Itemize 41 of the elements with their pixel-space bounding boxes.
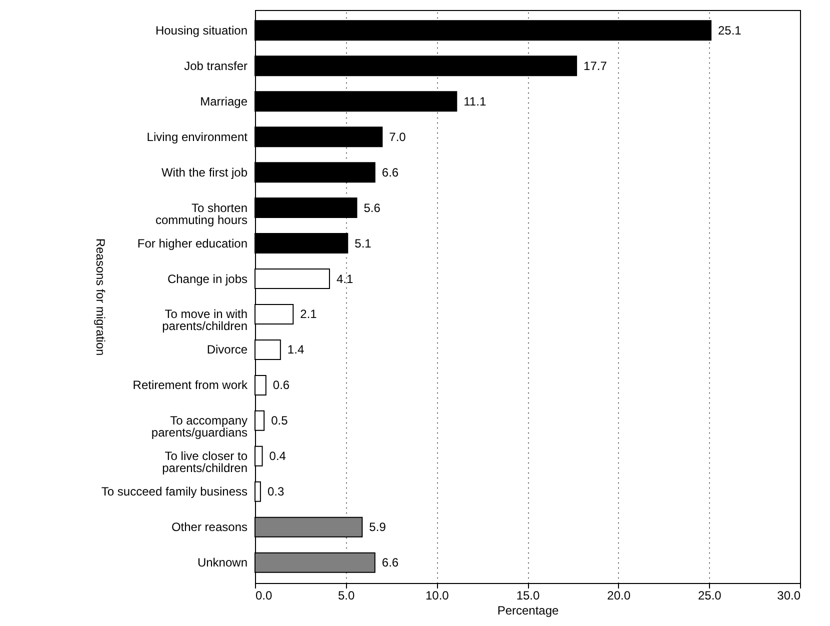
- y-tick-label: Job transfer: [184, 58, 248, 73]
- y-tick-label: To live closer to parents/children: [162, 449, 248, 476]
- data-label: 6.6: [382, 556, 399, 570]
- y-tick-label: Retirement from work: [132, 378, 248, 392]
- data-label: 25.1: [718, 23, 742, 38]
- y-tick-label: Unknown: [197, 556, 248, 570]
- data-label: 0.5: [271, 414, 288, 428]
- y-axis-title: Reasons for migration: [93, 238, 108, 356]
- y-tick-label: Divorce: [206, 342, 248, 357]
- data-label: 0.3: [267, 484, 284, 499]
- x-tick-label: 15.0: [516, 588, 540, 602]
- x-axis-title: Percentage: [497, 604, 560, 618]
- data-label: 4.1: [336, 272, 354, 286]
- data-label: 11.1: [464, 94, 486, 108]
- data-label: 5.1: [354, 236, 372, 250]
- y-tick-label: Change in jobs: [167, 272, 248, 286]
- data-label: 5.9: [369, 520, 386, 534]
- x-tick-label: 25.0: [698, 588, 722, 602]
- x-tick-label: 0.0: [256, 588, 273, 602]
- x-tick-label: 30.0: [777, 588, 801, 602]
- data-label: 6.6: [382, 165, 399, 180]
- x-tick-label: 20.0: [607, 588, 631, 602]
- y-tick-label: To accompany parents/guardians: [151, 414, 248, 440]
- y-tick-label: To move in with parents/children: [162, 307, 248, 334]
- y-tick-label: Marriage: [200, 94, 248, 108]
- data-label: 0.4: [269, 449, 286, 464]
- y-tick-label: Other reasons: [171, 520, 248, 534]
- y-tick-label: With the first job: [161, 165, 248, 180]
- x-tick-label: 5.0: [338, 588, 355, 602]
- data-label: 1.4: [287, 342, 304, 357]
- y-tick-label: For higher education: [137, 236, 248, 250]
- data-label: 0.6: [272, 378, 290, 392]
- data-label: 5.6: [364, 200, 381, 215]
- x-tick-label: 10.0: [425, 588, 450, 602]
- y-tick-label: Housing situation: [155, 23, 248, 38]
- y-tick-label: To succeed family business: [101, 484, 248, 499]
- y-tick-label: Living environment: [146, 130, 248, 144]
- y-tick-label: To shorten commuting hours: [155, 200, 248, 227]
- data-label: 2.1: [300, 307, 318, 322]
- data-label: 7.0: [389, 130, 406, 144]
- data-label: 17.7: [584, 58, 608, 73]
